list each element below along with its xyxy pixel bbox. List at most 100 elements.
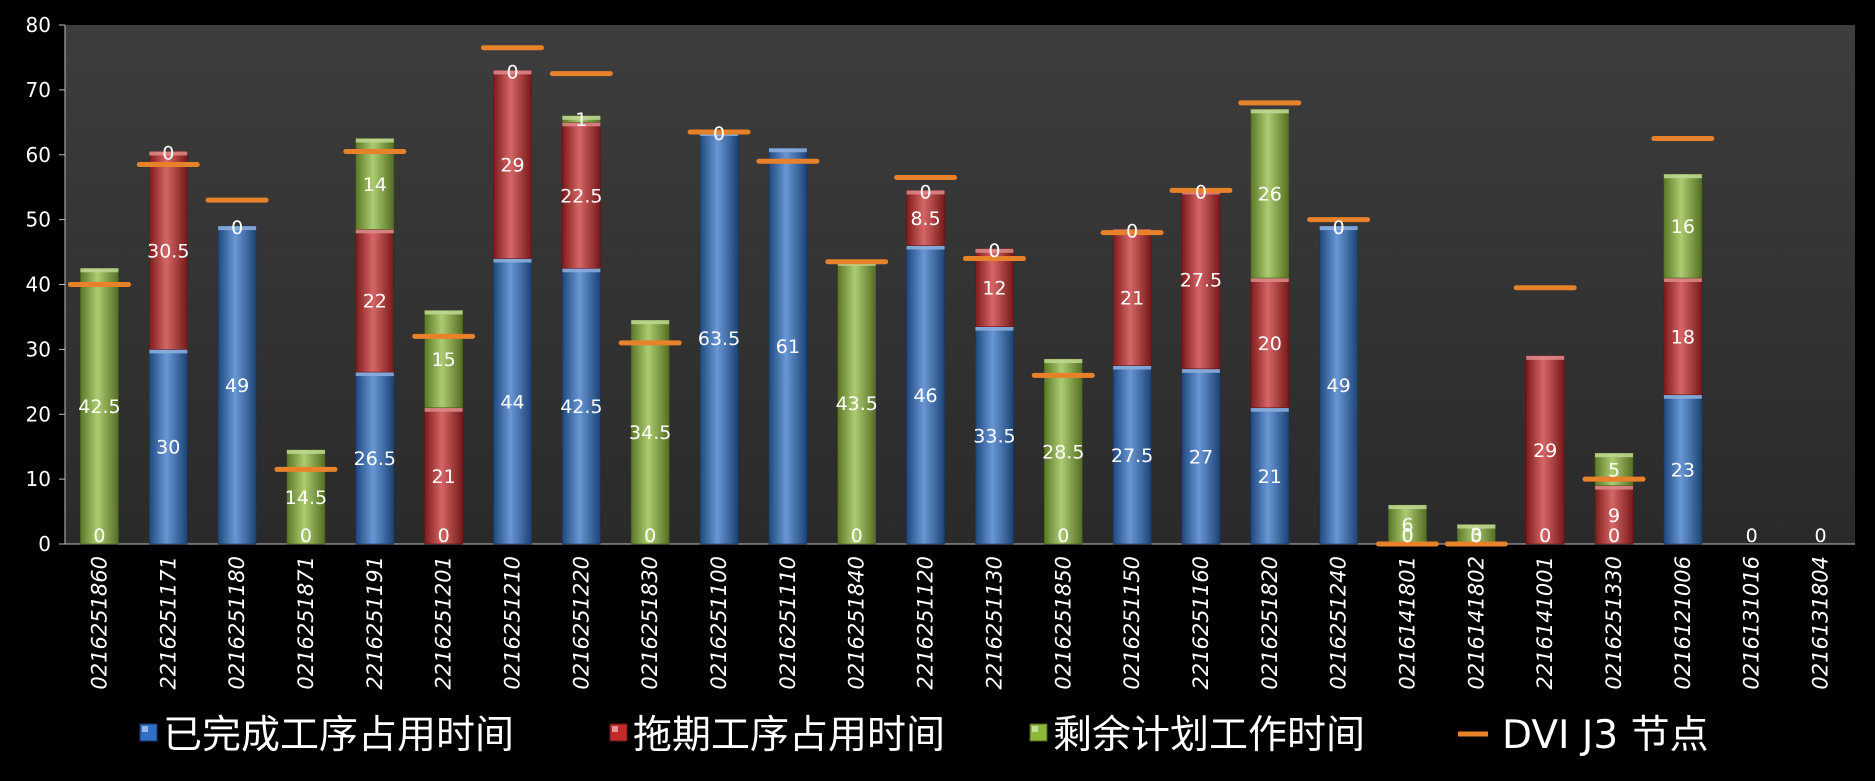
data-label: 15 [432, 349, 456, 371]
data-label: 0 [1195, 181, 1207, 203]
bar-segment [630, 319, 670, 545]
bar-segment-cap [906, 190, 945, 195]
data-label: 0 [1539, 525, 1551, 547]
bar-segment [1043, 358, 1083, 545]
bar-segment-cap [1250, 109, 1289, 114]
legend-item: DVI J3 节点 [1458, 713, 1709, 758]
data-label: 0 [920, 181, 932, 203]
data-label: 8.5 [910, 208, 940, 230]
data-label: 3 [1470, 524, 1482, 546]
bar-segment [493, 70, 532, 259]
data-label: 21 [432, 466, 456, 488]
data-label: 0 [1333, 217, 1345, 239]
x-tick-label: 0216251180 [225, 556, 249, 690]
bar-segment-cap [80, 268, 119, 273]
data-label: 0 [1470, 525, 1482, 547]
data-label: 63.5 [698, 328, 740, 350]
data-label: 0 [988, 240, 1000, 262]
bar-segment-cap [355, 372, 394, 377]
bar-segment [1319, 225, 1358, 545]
x-tick-label: 0216121006 [1671, 556, 1695, 690]
bar-segment [148, 349, 188, 545]
data-label: 28.5 [1042, 442, 1084, 464]
y-tick-label: 0 [38, 532, 51, 556]
bar-segment [424, 407, 463, 545]
data-label: 44 [500, 391, 524, 413]
data-label: 0 [162, 143, 174, 165]
data-label: 0 [1815, 525, 1827, 547]
data-label: 0 [1057, 525, 1069, 547]
bar-segment [1388, 504, 1427, 545]
bar-segment [355, 371, 395, 545]
data-label: 9 [1608, 505, 1620, 527]
data-label: 61 [776, 336, 800, 358]
data-label: 27.5 [1180, 270, 1222, 292]
data-label: 18 [1671, 326, 1695, 348]
bar-segment [1250, 407, 1290, 545]
data-label: 1 [575, 109, 587, 131]
y-tick-label: 30 [26, 337, 51, 361]
bar-segment [562, 122, 601, 269]
bar-segment-cap [1526, 355, 1565, 360]
data-label: 0 [93, 525, 105, 547]
y-tick-label: 70 [26, 78, 51, 102]
bar-segment [906, 190, 945, 246]
bar-segment-cap [355, 138, 394, 143]
legend-swatch-shine [142, 726, 148, 732]
bar-segment [837, 261, 877, 545]
bar-segment [80, 267, 119, 545]
bar-segment [1181, 368, 1221, 545]
bar-segment-cap [906, 245, 945, 250]
bar-segment-cap [1388, 505, 1427, 510]
data-label: 0 [231, 217, 243, 239]
bar-segment-cap [493, 258, 532, 263]
x-tick-label: 2216141001 [1533, 556, 1557, 690]
bar-segment [1663, 277, 1703, 396]
legend-label: 剩余计划工作时间 [1053, 713, 1365, 758]
legend-label: 已完成工序占用时间 [163, 713, 514, 758]
bar-segment-cap [1044, 359, 1083, 364]
data-label: 49 [1327, 375, 1351, 397]
bar-segment-cap [286, 449, 325, 454]
bar-segment [1663, 173, 1703, 279]
bar-segment-cap [562, 268, 601, 273]
x-tick-label: 0216251150 [1120, 556, 1144, 690]
bar-segment-cap [149, 151, 188, 156]
data-label: 0 [1746, 525, 1758, 547]
y-tick-label: 10 [26, 467, 51, 491]
y-tick-label: 20 [26, 402, 51, 426]
data-label: 21 [1120, 287, 1144, 309]
x-tick-label: 0216251830 [638, 556, 662, 690]
x-tick-label: 0216251100 [707, 556, 731, 690]
data-label: 0 [506, 61, 518, 83]
bar-segment-cap [1663, 278, 1702, 283]
x-tick-label: 2216251191 [363, 556, 387, 690]
data-label: 0 [1470, 525, 1482, 547]
data-label: 22.5 [560, 185, 602, 207]
bar-segment-cap [1663, 394, 1702, 399]
bar-segment-cap [562, 122, 601, 127]
data-label: 27 [1189, 446, 1213, 468]
y-tick-label: 60 [26, 143, 51, 167]
data-label: 14.5 [285, 487, 327, 509]
x-tick-label: 2216251201 [432, 556, 456, 690]
bar-segment-cap [1113, 365, 1152, 370]
x-tick-label: 0216251820 [1258, 556, 1282, 690]
data-label: 0 [300, 525, 312, 547]
y-tick-label: 40 [26, 273, 51, 297]
data-label: 0 [1608, 525, 1620, 547]
data-label: 22 [363, 291, 387, 313]
data-label: 29 [1533, 440, 1557, 462]
bar-segment-cap [355, 229, 394, 234]
bar-segment-cap [424, 407, 463, 412]
data-label: 29 [500, 154, 524, 176]
data-label: 5 [1608, 459, 1620, 481]
x-tick-label: 0216251850 [1051, 556, 1075, 690]
x-tick-label: 0216251240 [1327, 556, 1351, 690]
bar-segment [1250, 277, 1290, 409]
data-label: 0 [1126, 220, 1138, 242]
bar-segment [424, 310, 463, 409]
bar-segment [975, 326, 1014, 545]
data-label: 0 [644, 525, 656, 547]
bar-segment [217, 225, 257, 545]
